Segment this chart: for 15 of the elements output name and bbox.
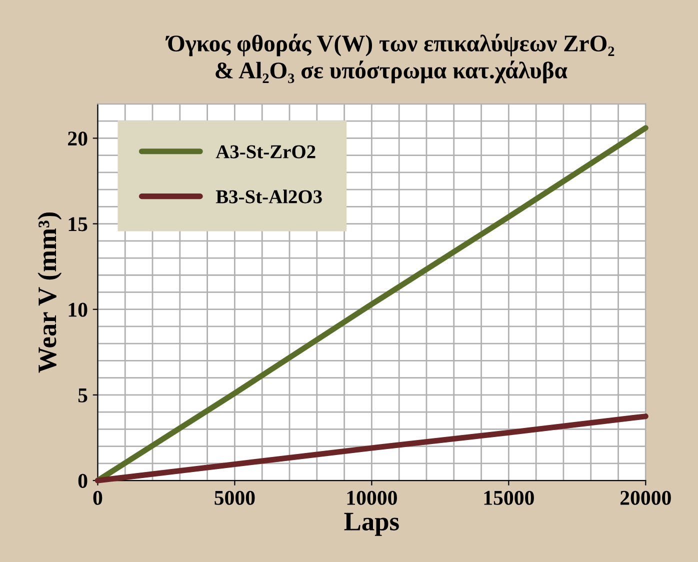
legend-label: B3-St-Al2O3 [216, 190, 322, 204]
y-tick-label: 10 [68, 302, 88, 317]
y-axis-title: Wear V (mm³) [38, 212, 62, 373]
x-tick-label: 20000 [620, 490, 671, 505]
y-tick-label: 15 [68, 217, 88, 232]
x-tick-label: 15000 [484, 490, 534, 505]
x-tick-label: 5000 [214, 490, 255, 505]
y-tick-label: 5 [78, 388, 88, 402]
chart-title: Όγκος φθοράς V(W) των επικαλύψεων ZrO₂ & Al₂O₃ σε υπόστρωμα κατ.χάλυβα [165, 34, 614, 84]
y-tick-label: 0 [78, 474, 88, 488]
x-tick-label: 10000 [347, 490, 397, 505]
legend-label: A3-St-ZrO2 [216, 145, 316, 158]
x-axis-title: Laps [344, 512, 399, 536]
y-tick-label: 20 [68, 132, 88, 146]
x-tick-label: 0 [93, 490, 102, 505]
